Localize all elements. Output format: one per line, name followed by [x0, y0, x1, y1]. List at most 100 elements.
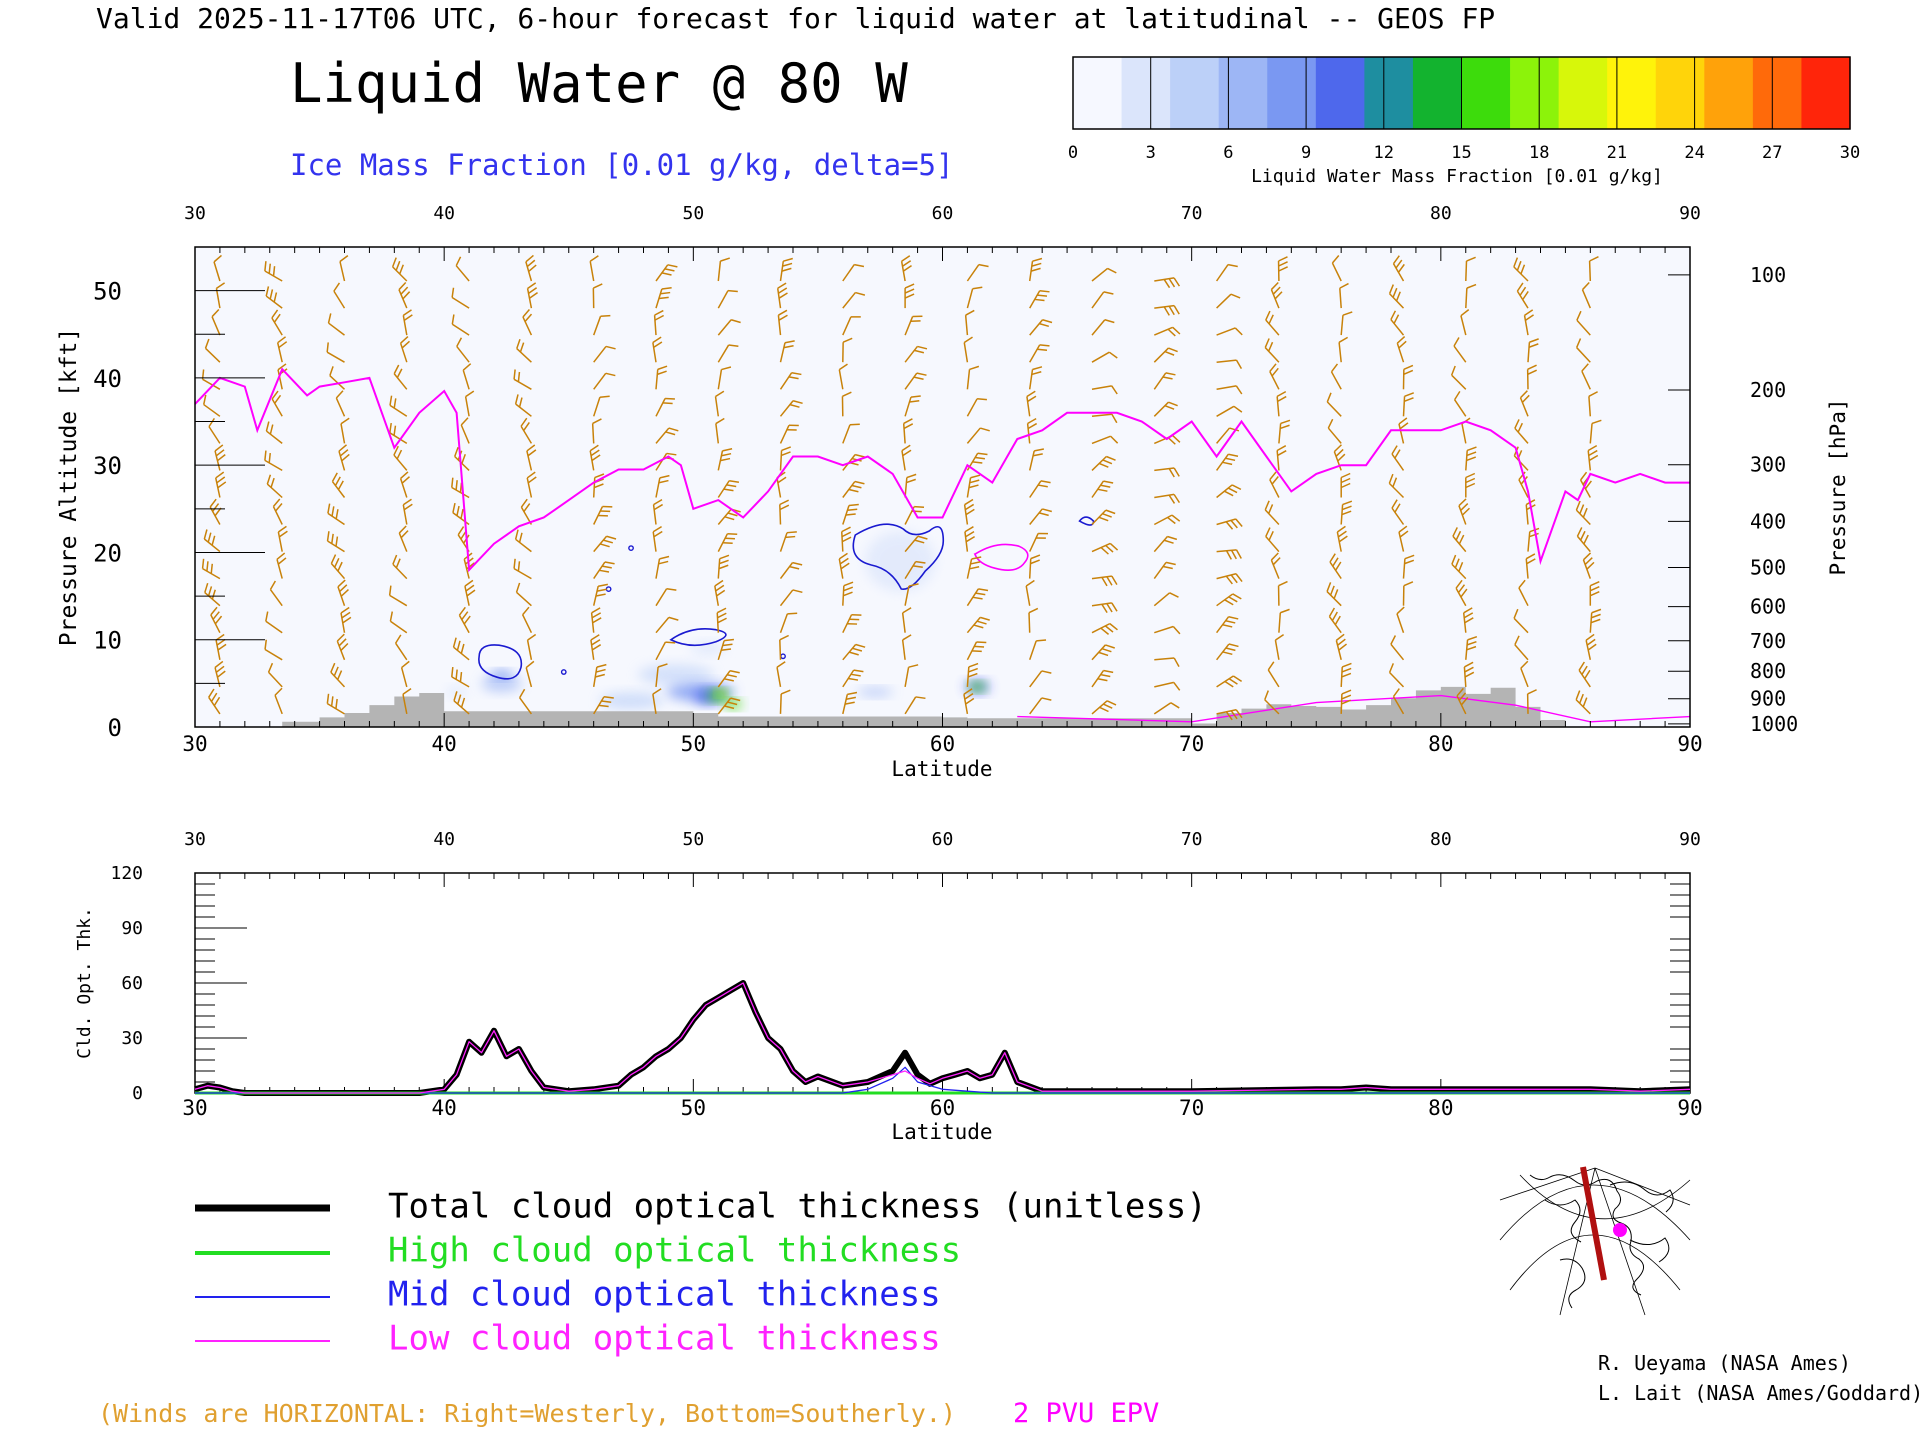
wind-barb-feather: [904, 283, 915, 289]
wind-barb: [1154, 657, 1180, 668]
wind-barb-staff: [779, 261, 785, 282]
wind-barb: [1388, 663, 1405, 688]
left-y-axis-label: Pressure Altitude [kft]: [56, 328, 82, 647]
wind-barb-feather: [1464, 666, 1474, 673]
wind-barb: [215, 282, 226, 309]
wind-barb: [1456, 687, 1469, 715]
wind-barb-feather: [598, 704, 609, 708]
wind-barb-staff: [1581, 289, 1591, 309]
wind-barb-staff: [779, 693, 782, 714]
wind-barb: [265, 611, 283, 634]
wind-barb: [1589, 581, 1600, 606]
wind-barb-feather: [914, 505, 925, 508]
wind-barb: [1091, 622, 1118, 635]
wind-barb-feather: [902, 265, 912, 272]
wind-barb-feather: [340, 606, 350, 614]
wind-barb-feather: [1335, 633, 1345, 641]
wind-barb: [841, 526, 852, 552]
wind-barb-feather: [524, 313, 533, 322]
wind-barb-feather: [1279, 424, 1290, 430]
wind-barb-staff: [276, 559, 283, 579]
wind-barb-feather: [783, 257, 793, 262]
wind-barb-feather: [603, 696, 614, 699]
wind-barb-feather: [1517, 422, 1524, 433]
wind-barb: [1526, 364, 1537, 390]
wind-barb-feather: [1172, 326, 1181, 335]
wind-barb-feather: [843, 591, 853, 597]
wind-barb: [393, 445, 408, 471]
wind-barb-feather: [842, 391, 852, 397]
wind-barb-feather: [1391, 499, 1398, 509]
wind-barb: [1330, 363, 1342, 390]
wind-barb-feather: [1168, 347, 1178, 353]
wind-barb: [202, 394, 221, 417]
wind-barb-staff: [966, 398, 978, 417]
wind-barb-staff: [265, 430, 283, 444]
wind-barb-feather: [522, 606, 530, 616]
wind-barb: [1340, 662, 1352, 687]
wind-barb-staff: [1276, 450, 1280, 471]
wind-barb-feather: [969, 365, 980, 371]
wind-barb-feather: [722, 448, 733, 452]
wind-barb-staff: [1153, 401, 1169, 417]
wind-barb-feather: [1392, 477, 1398, 488]
wind-barb-feather: [965, 531, 975, 538]
wind-barb-feather: [1164, 350, 1175, 356]
wind-barb-feather: [727, 512, 738, 517]
wind-barb-feather: [457, 694, 462, 705]
wind-barb-feather: [1230, 519, 1238, 529]
wind-barb: [900, 255, 912, 282]
wind-barb: [1216, 643, 1239, 661]
wind-barb-feather: [727, 533, 738, 536]
wind-barb: [1264, 338, 1280, 363]
wind-barb-staff: [966, 477, 972, 498]
wind-barb: [1270, 552, 1281, 579]
wind-barb-feather: [1168, 278, 1176, 288]
wind-barb: [1028, 639, 1047, 661]
wind-barb: [590, 607, 602, 633]
wind-barb: [458, 606, 471, 634]
wind-barb-feather: [1235, 385, 1243, 395]
wind-barb-feather: [1163, 306, 1170, 316]
wind-barb-staff: [779, 372, 793, 390]
bottom-x-tick-label: 70: [1179, 732, 1204, 756]
wind-barb-feather: [1524, 314, 1534, 321]
wind-barb: [655, 663, 668, 687]
optical-thickness-frame: [194, 872, 1691, 1094]
wind-barb-staff: [655, 427, 670, 444]
wind-barb-feather: [851, 484, 862, 489]
wind-barb: [201, 558, 221, 580]
wind-barb-feather: [653, 498, 663, 506]
wind-barb-feather: [791, 371, 802, 376]
wind-barb-feather: [1030, 559, 1040, 565]
wind-barb-staff: [715, 423, 720, 444]
wind-barb: [1340, 472, 1351, 498]
wind-barb-feather: [968, 484, 979, 489]
wind-barb-feather: [1516, 260, 1522, 271]
wind-barb: [1216, 615, 1239, 634]
wind-barb-feather: [1171, 514, 1181, 522]
colorbar-segment: [1801, 57, 1851, 129]
wind-barb-staff: [717, 697, 732, 715]
wind-barb-feather: [784, 340, 795, 344]
wind-barb-feather: [1276, 390, 1287, 398]
wind-barb: [964, 526, 976, 552]
wind-barb-feather: [1102, 513, 1112, 518]
wind-barb-staff: [1153, 592, 1171, 607]
wind-barb-feather: [517, 371, 521, 382]
wind-barb: [1392, 688, 1405, 715]
wind-barb: [1029, 290, 1050, 309]
wind-barb-staff: [462, 369, 470, 390]
wind-barb-feather: [845, 513, 856, 516]
wind-barb-feather: [969, 479, 980, 484]
wind-barb-feather: [594, 473, 605, 479]
wind-barb-staff: [515, 538, 532, 553]
wind-barb: [271, 309, 283, 336]
wind-barb-feather: [1526, 558, 1536, 565]
wind-barb-feather: [275, 502, 283, 512]
top-x-tick-label: 80: [1430, 203, 1452, 224]
wind-barb-staff: [398, 289, 408, 309]
wind-barb-feather: [599, 395, 610, 399]
wind-barb: [1091, 669, 1114, 688]
wind-barb: [717, 319, 741, 336]
